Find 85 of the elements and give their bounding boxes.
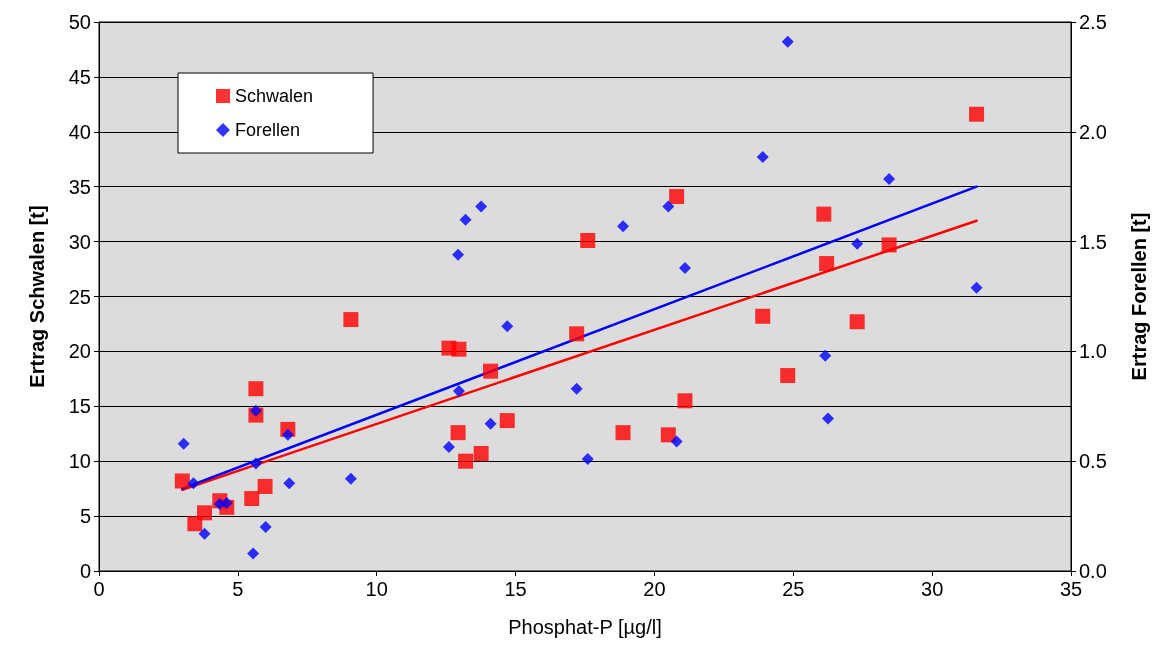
point	[473, 446, 489, 462]
point	[755, 308, 771, 324]
point	[483, 363, 499, 379]
point	[248, 381, 264, 397]
y2-tick-label: 1.0	[1079, 340, 1107, 363]
x-axis-title: Phosphat-P [µg/l]	[508, 616, 662, 638]
point	[249, 404, 262, 417]
point	[244, 491, 260, 507]
point	[442, 440, 455, 453]
point	[247, 547, 260, 560]
point	[569, 326, 585, 342]
point	[484, 417, 497, 430]
y2-axis-title: Ertrag Forellen [t]	[1128, 212, 1150, 381]
point	[452, 248, 465, 261]
y-tick-label: 5	[79, 505, 91, 528]
point	[177, 437, 190, 450]
point	[615, 425, 631, 441]
point	[678, 261, 691, 274]
point	[501, 320, 514, 333]
point	[851, 237, 864, 250]
y-tick-label: 30	[68, 230, 91, 253]
y-tick-label: 35	[68, 175, 91, 198]
y2-tick-label: 0.5	[1079, 450, 1107, 473]
point	[670, 435, 683, 448]
point	[283, 477, 296, 490]
y2-tick-label: 1.5	[1079, 230, 1107, 253]
x-tick-label: 20	[643, 578, 666, 600]
legend-label: Forellen	[235, 120, 301, 140]
point	[450, 425, 466, 441]
x-tick-label: 15	[504, 578, 527, 600]
legend-label: Schwalen	[235, 86, 314, 106]
point	[849, 314, 865, 330]
point	[819, 256, 835, 272]
y-tick-label: 25	[68, 285, 91, 308]
y-tick-label: 20	[68, 340, 91, 363]
point	[662, 200, 675, 213]
point	[174, 473, 190, 489]
point	[780, 368, 796, 384]
point	[677, 393, 693, 409]
point	[816, 206, 832, 222]
point	[220, 496, 233, 509]
point	[970, 281, 983, 294]
point	[344, 472, 357, 485]
x-tick-label: 25	[782, 578, 805, 600]
point	[881, 237, 897, 253]
point	[198, 527, 211, 540]
y-axis-title: Ertrag Schwalen [t]	[26, 205, 48, 388]
point	[257, 478, 273, 494]
point	[660, 427, 676, 443]
point	[499, 413, 515, 429]
point	[343, 312, 359, 328]
point	[756, 151, 769, 164]
point	[580, 233, 596, 248]
point	[197, 505, 213, 521]
point	[581, 453, 594, 465]
point	[883, 173, 896, 186]
point	[822, 412, 834, 425]
point	[281, 428, 294, 441]
point	[475, 200, 488, 213]
point	[187, 477, 200, 490]
x-tick-label: 0	[93, 578, 105, 600]
y-tick-label: 0	[79, 560, 91, 582]
point	[187, 516, 203, 532]
y-tick-label: 15	[68, 395, 91, 418]
point	[781, 35, 794, 48]
x-tick-label: 10	[365, 578, 388, 600]
y-tick-label: 10	[68, 450, 91, 473]
point	[458, 453, 474, 469]
y2-tick-label: 2.5	[1079, 11, 1107, 33]
point	[969, 106, 985, 122]
y-tick-label: 45	[68, 65, 91, 88]
y-tick-label: 40	[68, 120, 91, 143]
x-tick-label: 30	[921, 578, 944, 600]
point	[249, 457, 262, 470]
point	[819, 349, 832, 362]
point	[459, 213, 472, 226]
point	[259, 521, 272, 534]
point	[669, 189, 685, 205]
point	[570, 382, 583, 395]
point	[617, 220, 630, 233]
x-tick-label: 5	[232, 578, 244, 600]
y2-tick-label: 2.0	[1079, 120, 1107, 143]
point	[452, 384, 465, 397]
y-tick-label: 50	[68, 11, 91, 33]
point	[451, 341, 467, 357]
